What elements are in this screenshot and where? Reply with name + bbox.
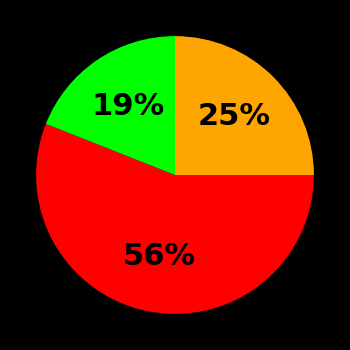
Wedge shape <box>175 36 314 175</box>
Wedge shape <box>46 36 175 175</box>
Text: 19%: 19% <box>92 92 165 121</box>
Wedge shape <box>36 124 314 314</box>
Text: 25%: 25% <box>197 102 271 131</box>
Text: 56%: 56% <box>123 242 196 271</box>
